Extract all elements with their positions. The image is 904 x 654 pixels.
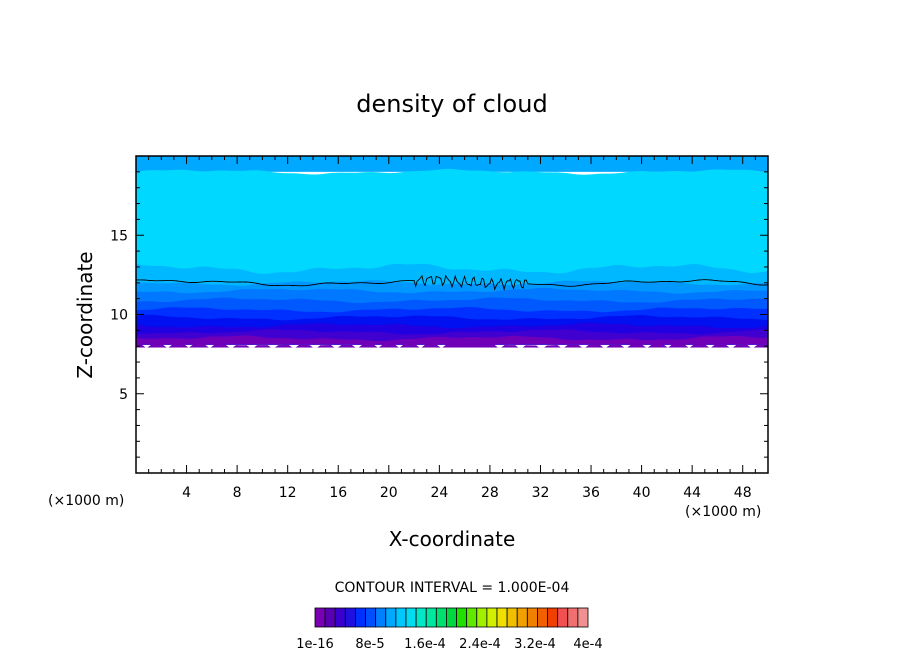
- x-tick-label: 4: [182, 485, 191, 501]
- colorbar-cell: [435, 607, 447, 628]
- colorbar-tick-label: 2.4e-4: [459, 637, 501, 652]
- colorbar-tick-label: 8e-5: [355, 637, 384, 652]
- colorbar-cell: [516, 607, 528, 628]
- colorbar-tick-label: 3.2e-4: [514, 637, 556, 652]
- x-axis-label: X-coordinate: [389, 527, 516, 551]
- colorbar-cell: [486, 607, 498, 628]
- x-tick-label: 44: [683, 485, 701, 501]
- band-top: [136, 156, 768, 172]
- chart-title: density of cloud: [356, 90, 547, 118]
- colorbar-tick-label: 1.6e-4: [404, 637, 446, 652]
- colorbar-cell: [476, 607, 488, 628]
- colorbar-tick-label: 4e-4: [573, 637, 602, 652]
- x-tick-label: 28: [481, 485, 499, 501]
- x-tick-label: 32: [532, 485, 550, 501]
- colorbar-cell: [577, 607, 589, 628]
- x-unit-right: (×1000 m): [685, 504, 761, 520]
- x-tick-label: 8: [233, 485, 242, 501]
- colorbar-cell: [526, 607, 538, 628]
- colorbar-cell: [557, 607, 569, 628]
- x-tick-label: 12: [279, 485, 297, 501]
- colorbar-cell: [415, 607, 427, 628]
- colorbar-cell: [425, 607, 437, 628]
- colorbar-cell: [324, 607, 336, 628]
- colorbar-cell: [334, 607, 346, 628]
- y-tick-label: 15: [110, 228, 128, 244]
- y-tick-label: 5: [119, 387, 128, 403]
- colorbar-cell: [375, 607, 387, 628]
- colorbar-cell: [567, 607, 579, 628]
- colorbar: [314, 607, 589, 628]
- colorbar-cell: [344, 607, 356, 628]
- colorbar-cell: [314, 607, 326, 628]
- colorbar-cell: [506, 607, 518, 628]
- colorbar-cell: [537, 607, 548, 628]
- band-10: [136, 335, 768, 345]
- contour-interval-text: CONTOUR INTERVAL = 1.000E-04: [335, 580, 570, 596]
- y-tick-label: 10: [110, 308, 128, 324]
- colorbar-cell: [355, 607, 366, 628]
- x-tick-label: 48: [734, 485, 752, 501]
- colorbar-cell: [466, 607, 478, 628]
- colorbar-cell: [365, 607, 377, 628]
- colorbar-cell: [456, 607, 468, 628]
- colorbar-tick-label: 1e-16: [296, 637, 334, 652]
- colorbar-cell: [496, 607, 508, 628]
- colorbar-cell: [385, 607, 397, 628]
- colorbar-cell: [395, 607, 407, 628]
- colorbar-labels: 1e-16 8e-5 1.6e-4 2.4e-4 3.2e-4 4e-4: [296, 637, 602, 652]
- y-axis-label: Z-coordinate: [73, 251, 97, 378]
- clear-region: [136, 347, 768, 473]
- colorbar-cell: [446, 607, 457, 628]
- colorbar-cell: [547, 607, 559, 628]
- x-tick-label: 20: [380, 485, 398, 501]
- x-tick-label: 40: [633, 485, 651, 501]
- colorbar-cell: [405, 607, 417, 628]
- x-unit-left: (×1000 m): [48, 493, 124, 509]
- plot-area: [135, 155, 769, 474]
- x-tick-label: 24: [430, 485, 448, 501]
- x-tick-label: 16: [329, 485, 347, 501]
- x-tick-label: 36: [582, 485, 600, 501]
- contour-line: [135, 274, 769, 292]
